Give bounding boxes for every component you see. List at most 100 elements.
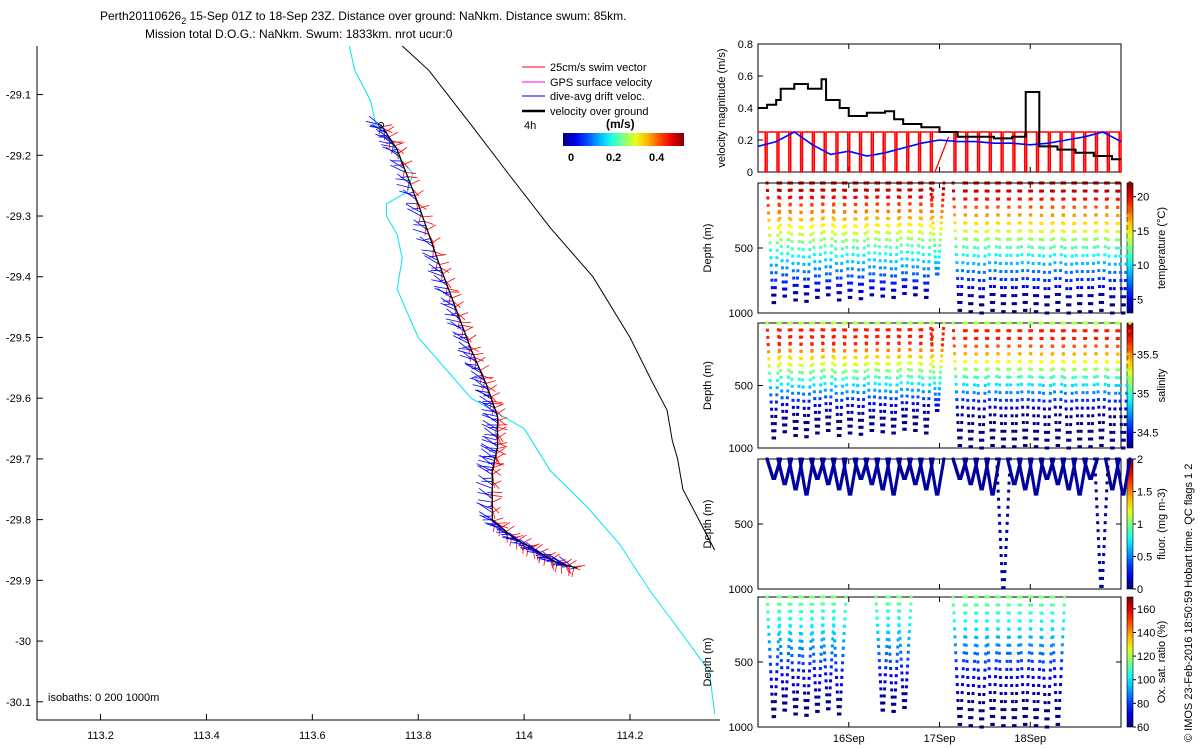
profile-point (971, 477, 975, 481)
profile-point (792, 705, 796, 709)
profile-point (918, 466, 922, 470)
profile-point (1080, 414, 1084, 418)
profile-point (820, 457, 824, 461)
profile-point (1035, 492, 1039, 496)
profile-point (976, 660, 980, 664)
profile-point (1051, 466, 1055, 470)
profile-point (823, 381, 827, 385)
profile-point (820, 595, 824, 599)
profile-point (897, 609, 901, 613)
profile-point (967, 294, 971, 298)
profile-point (1043, 709, 1047, 713)
profile-point (967, 692, 971, 696)
profile-point (767, 625, 771, 629)
profile-point (1108, 481, 1112, 485)
profile-point (959, 300, 963, 304)
profile-point (820, 181, 824, 185)
profile-point (920, 224, 924, 228)
profile-point (896, 595, 900, 599)
profile-point (959, 477, 963, 480)
profile-point (1126, 360, 1130, 364)
profile-point (1009, 659, 1013, 663)
profile-point (1106, 181, 1110, 185)
profile-point (1090, 302, 1094, 306)
profile-point (973, 643, 977, 647)
profile-point (915, 422, 919, 426)
temperature-profiles (765, 181, 1132, 315)
profile-point (1036, 414, 1040, 418)
profile-point (1019, 189, 1023, 193)
profile-point (1015, 398, 1019, 402)
profile-point (838, 485, 842, 489)
profile-point (909, 468, 913, 472)
profile-point (909, 609, 913, 613)
legend-vog: velocity over ground (550, 106, 648, 118)
profile-point (843, 466, 847, 470)
profile-point (808, 475, 812, 479)
profile-point (977, 479, 981, 483)
profile-point (1062, 611, 1066, 615)
profile-point (1118, 262, 1122, 266)
drift-vector (431, 267, 441, 269)
profile-point (769, 393, 773, 397)
profile-point (918, 461, 922, 465)
profile-point (1107, 246, 1111, 250)
profile-point (1081, 479, 1085, 483)
profile-point (1021, 699, 1025, 703)
temperature-cbar-label: 10 (1137, 260, 1149, 272)
profile-point (957, 436, 961, 440)
profile-point (920, 470, 924, 474)
profile-point (988, 277, 992, 281)
profile-point (797, 476, 801, 480)
profile-point (1117, 321, 1121, 325)
drift-vector (539, 558, 555, 562)
profile-point (789, 466, 793, 470)
profile-point (820, 362, 824, 366)
profile-point (1079, 490, 1083, 494)
swim-vector (471, 346, 481, 350)
swim-vector (483, 376, 494, 379)
drift-vector (476, 463, 493, 472)
profile-point (789, 602, 793, 606)
profile-point (997, 497, 1001, 501)
profile-point (853, 195, 857, 199)
profile-point (894, 404, 898, 407)
swim-vector (458, 312, 469, 317)
profile-point (781, 694, 785, 698)
temperature-cbar-title: temperature (°C) (1156, 207, 1168, 289)
profile-point (803, 292, 807, 296)
profile-point (900, 671, 904, 675)
profile-point (919, 202, 923, 206)
profile-point (1049, 652, 1053, 656)
profile-point (788, 610, 792, 614)
profile-point (931, 354, 935, 358)
profile-point (959, 714, 963, 718)
profile-point (927, 390, 931, 394)
profile-point (1028, 229, 1032, 233)
profile-point (788, 461, 792, 465)
profile-point (976, 652, 980, 656)
profile-point (1040, 329, 1044, 333)
profile-point (836, 419, 840, 423)
profile-point (861, 275, 865, 279)
profile-point (1025, 699, 1029, 703)
profile-point (900, 387, 904, 391)
profile-point (973, 189, 977, 193)
profile-point (830, 237, 834, 241)
profile-point (1005, 521, 1009, 525)
profile-point (1043, 279, 1047, 282)
profile-point (790, 384, 794, 388)
profile-point (926, 410, 930, 414)
profile-point (971, 683, 975, 687)
drift-vector (440, 297, 456, 308)
profile-point (993, 269, 997, 273)
profile-point (1079, 429, 1083, 433)
drift-vector (481, 448, 496, 460)
profile-point (973, 466, 977, 470)
profile-point (777, 218, 781, 222)
profile-point (1040, 603, 1044, 607)
profile-point (775, 386, 779, 390)
profile-point (1039, 229, 1043, 233)
profile-point (1007, 360, 1011, 364)
profile-point (1051, 352, 1055, 356)
